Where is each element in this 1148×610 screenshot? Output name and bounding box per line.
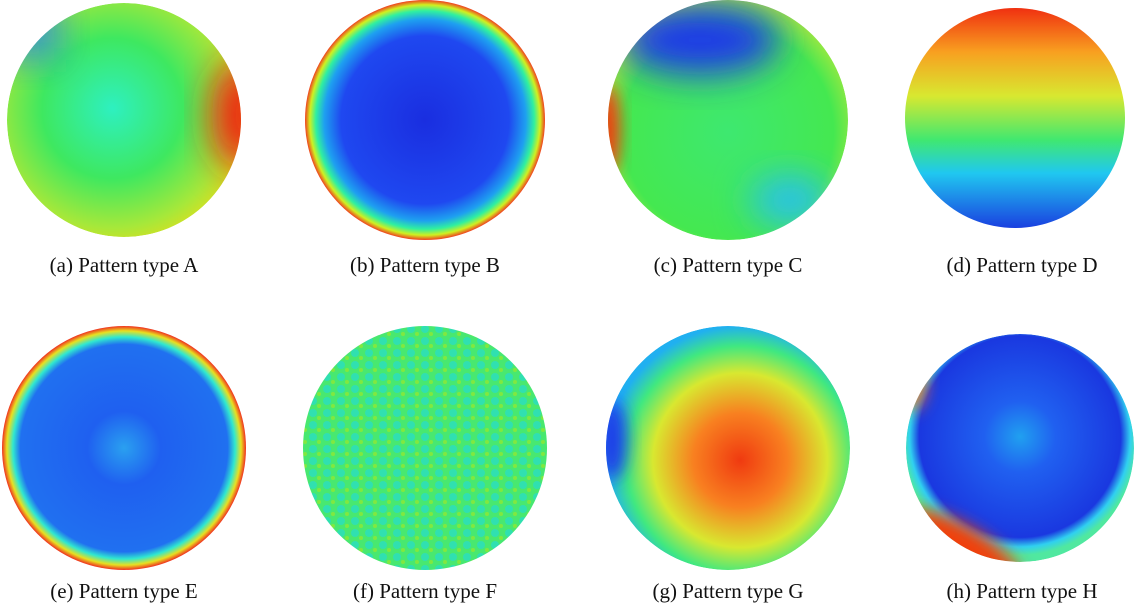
caption: (e) Pattern type E — [50, 579, 198, 603]
caption: (b) Pattern type B — [350, 253, 500, 277]
caption: (g) Pattern type G — [652, 579, 803, 603]
caption: (h) Pattern type H — [946, 579, 1097, 603]
caption: (a) Pattern type A — [50, 253, 200, 277]
caption: (f) Pattern type F — [353, 579, 497, 603]
caption: (d) Pattern type D — [946, 253, 1097, 277]
caption: (c) Pattern type C — [654, 253, 803, 277]
